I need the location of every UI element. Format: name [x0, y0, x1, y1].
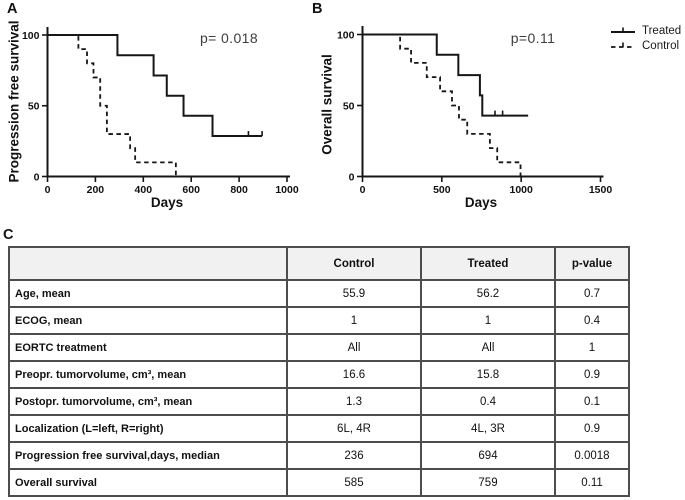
y-tick-label: 50 — [28, 101, 40, 113]
table-header-control: Control — [286, 246, 422, 281]
table-header-p-value: p-value — [554, 246, 630, 281]
row-value: 0.4 — [420, 387, 556, 416]
panel-a-label: A — [7, 1, 18, 17]
row-value: 55.9 — [286, 279, 422, 308]
survival-curve-treated — [47, 34, 263, 138]
y-tick-label: 50 — [343, 100, 355, 112]
solid-line-marker-icon — [611, 27, 635, 33]
table-row: Progression free survival,days, median 23… — [8, 441, 630, 470]
x-tick-label: 1500 — [589, 184, 613, 196]
row-value: All — [286, 333, 422, 362]
survival-curve-control — [47, 34, 177, 177]
legend-item-treated: Treated — [610, 25, 681, 37]
x-tick-label: 400 — [135, 184, 153, 196]
table-row: Localization (L=left, R=right) 6L, 4R 4L, … — [8, 414, 630, 443]
x-tick-label: 800 — [230, 184, 248, 196]
chart-a-x-axis-title: Days — [150, 195, 184, 210]
x-tick-label: 500 — [433, 184, 451, 196]
comparison-table-header: Control Treated p-value — [8, 246, 630, 281]
chart-a-y-axis-title: Progression free survival — [6, 20, 22, 183]
comparison-table: Control Treated p-value Age, mean 55.9 56.2 0… — [8, 246, 630, 497]
legend-item-control: Control — [610, 40, 681, 52]
x-tick-label: 0 — [360, 184, 366, 196]
table-row: Postopr. tumorvolume, cm³, mean 1.3 0.4 0.1 — [8, 387, 630, 416]
panel-c-label: C — [3, 227, 14, 243]
legend-label-control: Control — [642, 40, 680, 52]
dashed-line-marker-icon — [611, 42, 635, 48]
row-value: 4L, 3R — [420, 414, 556, 443]
row-label: Preopr. tumorvolume, cm³, mean — [8, 360, 288, 389]
y-tick-label: 100 — [22, 30, 40, 42]
row-label: EORTC treatment — [8, 333, 288, 362]
row-value: 15.8 — [420, 360, 556, 389]
row-value: 759 — [420, 468, 556, 497]
y-tick-label: 0 — [34, 171, 40, 183]
row-value: 1 — [554, 333, 630, 362]
row-value: 694 — [420, 441, 556, 470]
row-value: 6L, 4R — [286, 414, 422, 443]
table-row: ECOG, mean 1 1 0.4 — [8, 306, 630, 335]
row-value: 0.1 — [554, 387, 630, 416]
row-value: 585 — [286, 468, 422, 497]
comparison-table-body: Age, mean 55.9 56.2 0.7 ECOG, mean 1 1 0.4 EORTC… — [8, 279, 630, 497]
x-tick-label: 1000 — [275, 184, 299, 196]
row-label: Overall survival — [8, 468, 288, 497]
table-row: Age, mean 55.9 56.2 0.7 — [8, 279, 630, 308]
x-tick-label: 200 — [87, 184, 105, 196]
chart-b-pvalue-annotation: p=0.11 — [510, 30, 556, 46]
chart-legend: Treated Control — [610, 25, 681, 52]
row-label: Postopr. tumorvolume, cm³, mean — [8, 387, 288, 416]
chart-b-x-axis-title: Days — [464, 195, 498, 210]
row-value: 0.11 — [554, 468, 630, 497]
row-value: 0.4 — [554, 306, 630, 335]
y-tick-label: 0 — [349, 171, 355, 183]
row-value: 1.3 — [286, 387, 422, 416]
table-header-blank — [8, 246, 288, 281]
y-tick-label: 100 — [337, 29, 355, 41]
chart-a-pvalue-annotation: p= 0.018 — [199, 30, 259, 46]
row-label: ECOG, mean — [8, 306, 288, 335]
table-header-treated: Treated — [420, 246, 556, 281]
x-tick-label: 600 — [182, 184, 200, 196]
row-value: 56.2 — [420, 279, 556, 308]
row-value: 1 — [286, 306, 422, 335]
row-value: 0.9 — [554, 414, 630, 443]
table-row: EORTC treatment All All 1 — [8, 333, 630, 362]
row-value: 1 — [420, 306, 556, 335]
row-label: Progression free survival,days, median — [8, 441, 288, 470]
x-tick-label: 1000 — [509, 184, 533, 196]
survival-curve-control — [362, 33, 522, 177]
table-row: Preopr. tumorvolume, cm³, mean 16.6 15.8 0.… — [8, 360, 630, 389]
row-value: 0.0018 — [554, 441, 630, 470]
row-value: All — [420, 333, 556, 362]
table-header-row: Control Treated p-value — [8, 246, 630, 281]
panel-b-label: B — [312, 1, 323, 17]
row-value: 0.7 — [554, 279, 630, 308]
x-tick-label: 0 — [45, 184, 51, 196]
row-label: Age, mean — [8, 279, 288, 308]
row-value: 0.9 — [554, 360, 630, 389]
row-label: Localization (L=left, R=right) — [8, 414, 288, 443]
chart-b-y-axis-title: Overall survival — [319, 54, 335, 155]
table-row: Overall survival 585 759 0.11 — [8, 468, 630, 497]
legend-label-treated: Treated — [642, 25, 682, 37]
row-value: 236 — [286, 441, 422, 470]
row-value: 16.6 — [286, 360, 422, 389]
survival-curve-treated — [362, 33, 529, 117]
